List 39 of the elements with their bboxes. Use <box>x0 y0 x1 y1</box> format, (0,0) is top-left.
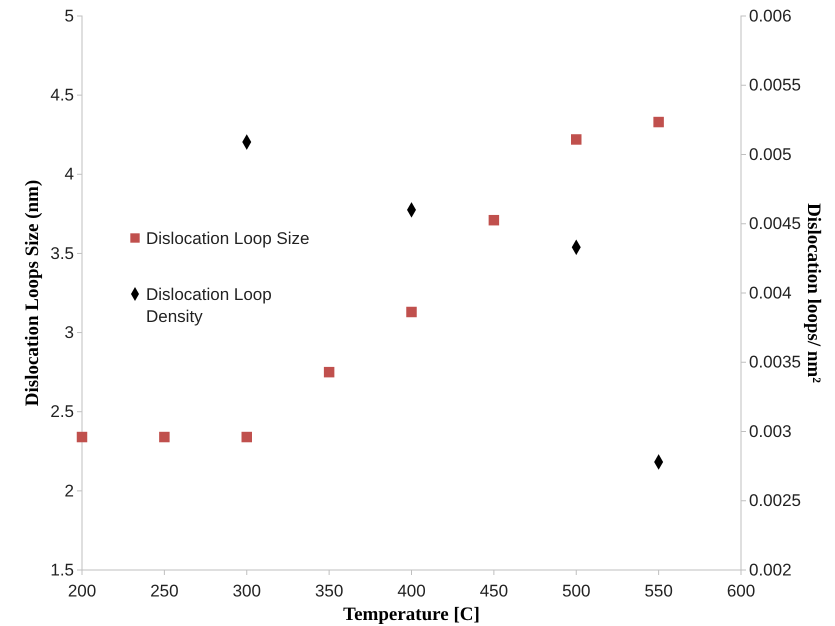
point <box>242 432 252 442</box>
point <box>159 432 170 442</box>
y-axis-title: Dislocation Loops Size (nm) <box>22 180 43 406</box>
y2-axis-title: Dislocation loops/ nm² <box>803 203 824 384</box>
y-tick-label: 5 <box>64 6 74 26</box>
y2-tick-label: 0.0035 <box>749 352 801 372</box>
point <box>324 366 334 378</box>
x-tick-label: 500 <box>562 582 590 601</box>
point <box>488 214 500 226</box>
point <box>406 306 417 318</box>
y2-tick-label: 0.003 <box>749 422 792 441</box>
y-tick-label: 4 <box>64 164 74 184</box>
legend-label: Dislocation Loop Density <box>146 285 272 326</box>
x-tick-label: 350 <box>314 582 344 601</box>
x-tick-label: 450 <box>480 582 508 601</box>
x-axis-title: Temperature [C] <box>343 604 480 625</box>
y-tick-label: 3.5 <box>50 244 74 263</box>
legend-label: Dislocation Loop Size <box>146 229 310 248</box>
y2-tick-label: 0.005 <box>749 144 792 164</box>
y-tick-label: 3 <box>64 323 74 342</box>
x-tick-label: 250 <box>150 582 179 601</box>
y2-tick-label: 0.0025 <box>749 491 801 510</box>
y2-tick-label: 0.004 <box>749 283 792 302</box>
y-tick-label: 2 <box>64 481 74 500</box>
y2-tick-label: 0.0045 <box>749 214 801 234</box>
y-tick-label: 4.5 <box>50 86 74 105</box>
x-tick-label: 600 <box>726 582 756 601</box>
x-tick-label: 200 <box>68 582 96 601</box>
y-tick-label: 2.5 <box>50 402 74 422</box>
y2-tick-label: 0.0055 <box>749 76 801 95</box>
y-tick-label: 1.5 <box>50 560 74 580</box>
y2-tick-label: 0.002 <box>749 560 792 580</box>
point <box>76 432 88 442</box>
x-tick-label: 300 <box>232 582 261 601</box>
point <box>653 116 664 128</box>
point <box>571 134 582 145</box>
x-tick-label: 550 <box>644 582 673 601</box>
y2-tick-label: 0.006 <box>749 6 792 26</box>
x-tick-label: 400 <box>397 582 426 601</box>
